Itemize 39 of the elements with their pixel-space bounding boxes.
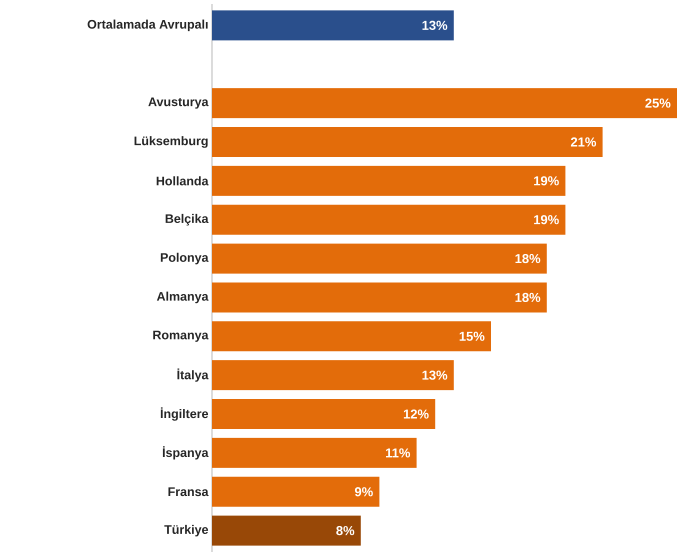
bar bbox=[212, 166, 566, 196]
bar bbox=[212, 516, 361, 546]
data-label: 19% bbox=[534, 176, 559, 186]
y-tick-label: İngiltere bbox=[160, 407, 208, 421]
bar bbox=[212, 476, 380, 507]
y-tick-label: Ortalamada Avrupalı bbox=[88, 20, 208, 32]
data-label: 12% bbox=[404, 409, 429, 419]
y-tick-label: Romanya bbox=[153, 330, 209, 342]
y-tick-label: Türkiye bbox=[164, 524, 208, 536]
y-tick-label: İtalya bbox=[177, 368, 209, 382]
data-label: 25% bbox=[645, 98, 670, 108]
data-label: 19% bbox=[534, 215, 559, 224]
y-tick-label: Almanya bbox=[156, 292, 209, 304]
bar bbox=[212, 88, 677, 118]
bar bbox=[212, 244, 547, 274]
y-tick-label: Avusturya bbox=[148, 98, 209, 109]
data-label: 8% bbox=[336, 526, 354, 536]
bar bbox=[212, 10, 454, 40]
bar bbox=[212, 282, 547, 312]
data-label: 15% bbox=[460, 332, 484, 341]
y-tick-label: Polonya bbox=[160, 252, 209, 264]
y-tick-label: Lüksemburg bbox=[134, 136, 208, 148]
y-tick-label: İspanya bbox=[162, 446, 209, 460]
y-tick-label: Hollanda bbox=[156, 176, 209, 186]
data-label: 13% bbox=[422, 370, 448, 380]
bar bbox=[212, 204, 566, 235]
bar bbox=[212, 126, 603, 157]
data-label: 18% bbox=[515, 292, 540, 302]
y-tick-label: Belçika bbox=[166, 214, 209, 226]
data-label: 21% bbox=[570, 137, 596, 147]
bar bbox=[212, 438, 417, 468]
y-tick-label: Fransa bbox=[168, 487, 209, 496]
bar bbox=[212, 360, 454, 390]
data-label: 18% bbox=[515, 254, 540, 264]
bar bbox=[212, 399, 436, 430]
data-label: 11% bbox=[386, 448, 410, 458]
data-label: 9% bbox=[354, 487, 373, 496]
bar bbox=[212, 321, 491, 352]
data-label: 13% bbox=[422, 20, 448, 30]
